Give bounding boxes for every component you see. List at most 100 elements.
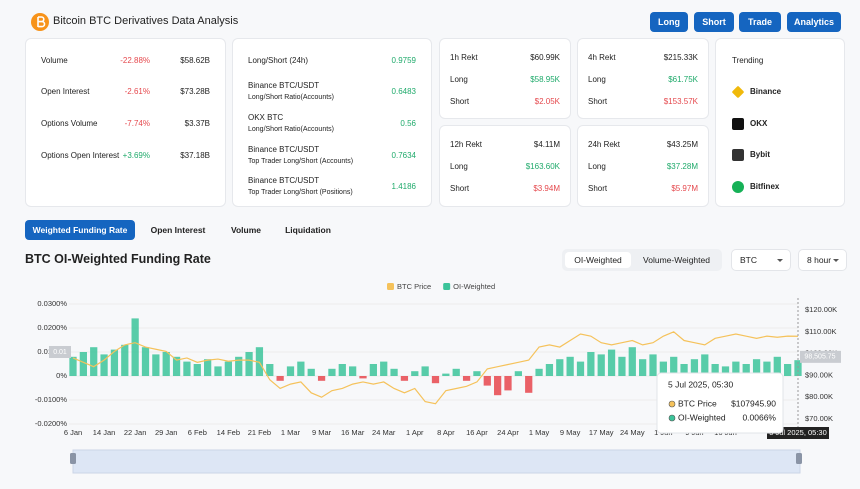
price-line: [72, 331, 799, 405]
exchange-name[interactable]: Bybit: [750, 150, 770, 159]
metric-label: Open Interest: [41, 87, 90, 96]
funding-bar: [390, 368, 398, 376]
funding-bar: [338, 364, 346, 376]
bitcoin-icon: [31, 13, 49, 31]
funding-bar: [763, 361, 771, 376]
header-button[interactable]: Analytics: [787, 12, 841, 32]
tab[interactable]: Weighted Funding Rate: [25, 220, 135, 240]
funding-bar: [566, 356, 574, 376]
weighting-toggle: OI-Weighted Volume-Weighted: [562, 249, 722, 271]
tab[interactable]: Volume: [230, 225, 262, 235]
header-button[interactable]: Long: [650, 12, 688, 32]
y-marker-box: [49, 346, 71, 358]
metric-value: $58.62B: [180, 56, 210, 65]
funding-bar: [162, 352, 170, 376]
funding-bar: [462, 376, 471, 381]
funding-bar: [245, 352, 253, 376]
y-marker-label: 0.01: [53, 349, 67, 356]
toggle-option[interactable]: Volume-Weighted: [643, 255, 710, 265]
exchange-name[interactable]: OKX: [750, 118, 768, 128]
funding-bar: [576, 361, 585, 376]
ratio-label: Binance BTC/USDT: [248, 81, 320, 90]
tooltip-dot: [668, 400, 676, 408]
select[interactable]: BTC: [731, 249, 791, 271]
x-tick-label: 24 Mar: [372, 428, 396, 437]
y-tick-label: 0.0200%: [37, 323, 67, 332]
x-tick-label: 6 Feb: [188, 428, 207, 437]
funding-bar: [732, 361, 740, 376]
funding-bar: [79, 352, 87, 376]
legend-swatch: [443, 283, 451, 290]
funding-bar: [431, 376, 440, 384]
rekt-label: Short: [588, 184, 608, 193]
funding-bar: [421, 366, 429, 376]
rekt-value: $2.05K: [534, 97, 560, 106]
funding-bar: [742, 364, 750, 376]
ratio-card: Long/Short (24h) 0.9759 Binance BTC/USDT Lo…: [232, 38, 432, 207]
funding-bar: [752, 359, 761, 376]
x-tick-label: 21 Feb: [248, 428, 271, 437]
y2-tick-label: $120.00K: [805, 305, 837, 314]
metric-change: -7.74%: [124, 119, 150, 128]
ratio-sublabel: Top Trader Long/Short (Accounts): [248, 158, 354, 165]
funding-bar: [359, 376, 367, 379]
trending-card: Trending Binance OKX Bybit Bitfinex: [715, 38, 845, 207]
ratio-value: 1.4186: [391, 182, 416, 191]
funding-bar: [286, 366, 295, 376]
header-button[interactable]: Short: [694, 12, 734, 32]
toggle-option[interactable]: OI-Weighted: [565, 252, 631, 268]
select-value: BTC: [740, 255, 757, 265]
funding-bar: [328, 368, 336, 376]
header-button[interactable]: Trade: [739, 12, 781, 32]
funding-bar: [545, 364, 554, 376]
funding-bar: [659, 361, 667, 376]
rekt-value: $215.33K: [663, 53, 698, 62]
funding-bar: [411, 371, 419, 376]
select[interactable]: 8 hour: [798, 249, 847, 271]
x-tick-label: 22 Jan: [124, 428, 147, 437]
rekt-value: $3.94M: [533, 184, 560, 193]
navigator-handle: [796, 453, 802, 464]
x-marker-label: 5 Jul 2025, 05:30: [769, 428, 827, 437]
tooltip: 5 Jul 2025, 05:30 BTC Price $107945.90 OI-W…: [656, 372, 784, 434]
funding-bar: [172, 356, 181, 376]
x-tick-label: 24 May: [620, 428, 645, 437]
rekt-card: 1h Rekt $60.99K Long $58.95K Short $2.05K: [439, 38, 571, 119]
funding-bar: [90, 347, 98, 376]
funding-bar: [514, 371, 522, 376]
funding-bar: [266, 364, 274, 376]
tooltip-name: OI-Weighted: [678, 412, 726, 422]
x-tick-label: 16 Apr: [466, 428, 488, 437]
rekt-label: Short: [450, 97, 470, 106]
rekt-label: Long: [588, 162, 606, 171]
funding-bar: [452, 368, 460, 376]
funding-bar: [442, 373, 450, 376]
funding-bar: [473, 371, 481, 376]
funding-bar: [110, 349, 119, 376]
funding-bar: [214, 366, 222, 376]
funding-bar: [680, 364, 688, 376]
tab[interactable]: Open Interest: [150, 225, 206, 235]
y-tick-label: -0.0100%: [35, 395, 67, 404]
exchange-name[interactable]: Bitfinex: [750, 181, 780, 191]
x-tick-label: 24 Apr: [497, 428, 519, 437]
funding-bar: [380, 361, 388, 376]
rekt-value: $4.11M: [533, 140, 560, 149]
funding-bar: [193, 364, 201, 376]
funding-bar: [69, 356, 77, 376]
funding-bar: [784, 364, 792, 376]
funding-bar: [649, 354, 657, 376]
tab[interactable]: Liquidation: [285, 225, 331, 235]
rekt-value: $153.57K: [663, 97, 698, 106]
x-tick-label: 6 Jan: [64, 428, 82, 437]
y-tick-label: 0.0300%: [37, 299, 67, 308]
funding-bar: [100, 354, 108, 376]
funding-bar: [628, 347, 636, 376]
y2-tick-label: $70.00K: [805, 414, 833, 423]
exchange-icon: [731, 85, 745, 99]
funding-bar: [400, 376, 409, 381]
metric-value: $37.18B: [180, 151, 210, 160]
exchange-name[interactable]: Binance: [750, 87, 782, 96]
x-tick-label: 9 May: [560, 428, 581, 437]
